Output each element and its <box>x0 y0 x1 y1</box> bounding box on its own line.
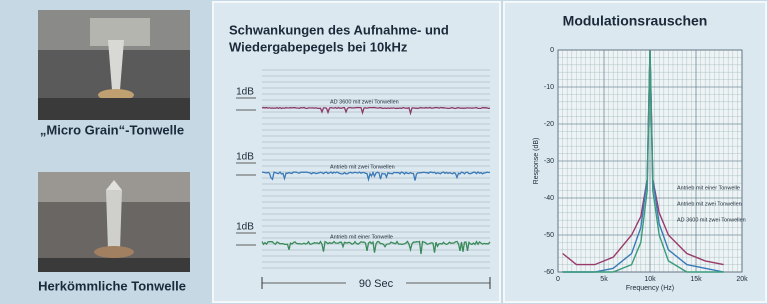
trace-label: Antrieb mit zwei Tonwellen <box>330 164 395 170</box>
y-tick-label: -30 <box>544 158 554 165</box>
caption: „Micro Grain“-Tonwelle <box>40 122 184 137</box>
caption: Herkömmliche Tonwelle <box>38 278 186 293</box>
photo-bottom <box>38 172 190 272</box>
y-axis-label: Response (dB) <box>533 138 540 185</box>
x-tick-label: 10k <box>644 276 656 283</box>
scale-label: 1dB <box>236 152 254 163</box>
trace-label: AD 3600 mit zwei Tonwellen <box>330 99 399 105</box>
trace-label: Antrieb mit einer Tonwelle <box>330 234 393 240</box>
scale-label: 1dB <box>236 87 254 98</box>
photo-top <box>38 10 190 120</box>
y-tick-label: 0 <box>550 47 554 54</box>
x-tick-label: 15k <box>690 276 702 283</box>
page: „Micro Grain“-Tonwelle Herkömmliche Tonw… <box>0 0 768 304</box>
scale-label: 1dB <box>236 222 254 233</box>
duration-label: 90 Sec <box>359 278 394 290</box>
chart-title: Modulationsrauschen <box>563 13 708 29</box>
title-line: Schwankungen des Aufnahme- und <box>229 22 449 37</box>
x-tick-label: 20k <box>736 276 748 283</box>
series-label: Antrieb mit zwei Tonwellen <box>677 201 742 207</box>
y-tick-label: -10 <box>544 84 554 91</box>
y-tick-label: -40 <box>544 195 554 202</box>
series-label: Antrieb mit einer Tonwelle <box>677 185 740 191</box>
y-tick-label: -20 <box>544 121 554 128</box>
x-tick-label: 0 <box>556 276 560 283</box>
title-line: Wiedergabepegels bei 10kHz <box>229 39 408 54</box>
x-axis-label: Frequency (Hz) <box>626 285 674 292</box>
brochure: „Micro Grain“-Tonwelle Herkömmliche Tonw… <box>0 0 768 304</box>
x-tick-label: 5k <box>600 276 608 283</box>
y-tick-label: -50 <box>544 232 554 239</box>
series-label: AD 3600 mit zwei Tonwellen <box>677 217 746 223</box>
y-tick-label: -60 <box>544 269 554 276</box>
